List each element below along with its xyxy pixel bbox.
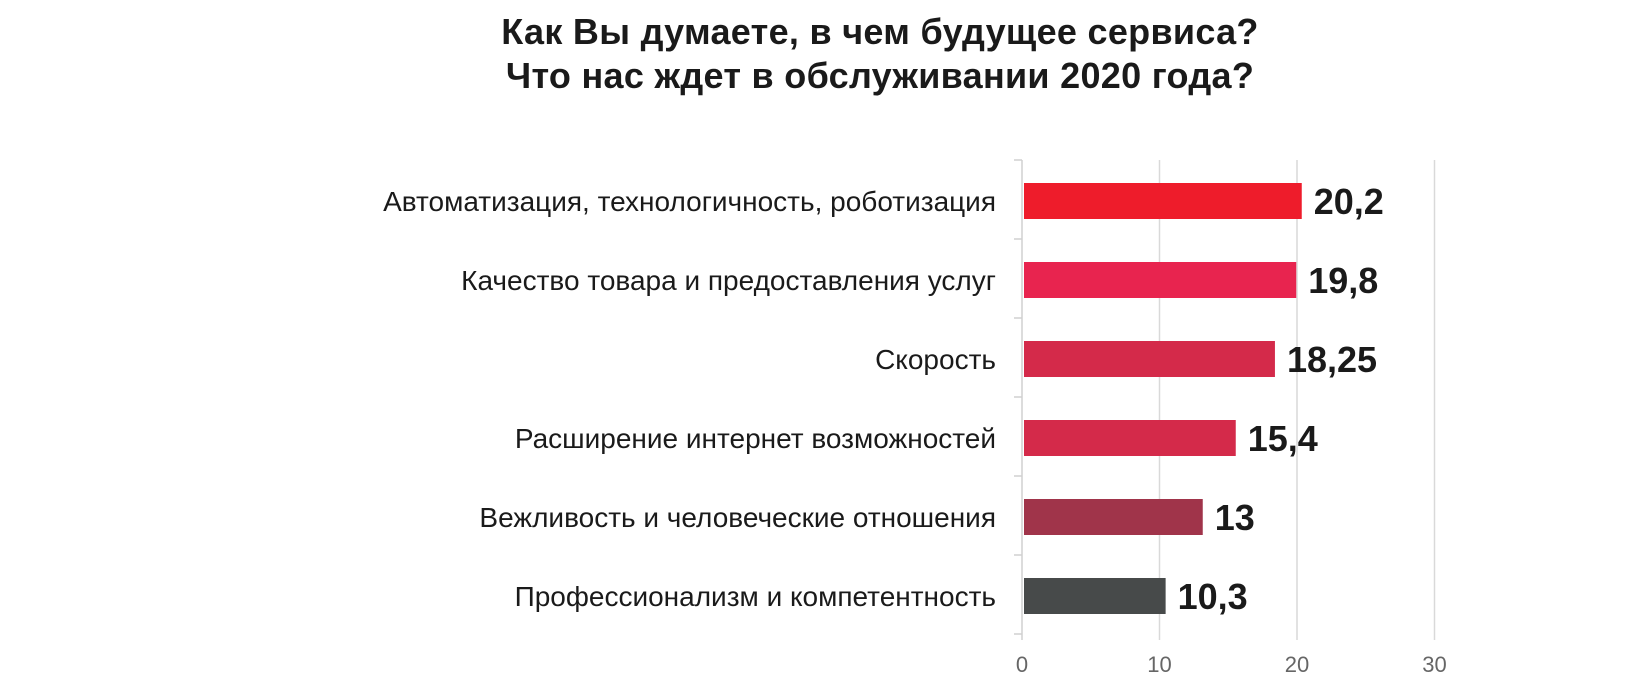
value-label: 18,25 [1287, 339, 1377, 380]
category-label: Профессионализм и компетентность [515, 581, 996, 612]
chart-title: Как Вы думаете, в чем будущее сервиса? Ч… [420, 10, 1340, 98]
value-label: 19,8 [1308, 260, 1378, 301]
bar [1024, 262, 1297, 298]
category-label: Автоматизация, технологичность, роботиза… [383, 186, 996, 217]
bar [1024, 420, 1236, 456]
value-label: 10,3 [1178, 576, 1248, 617]
category-label: Вежливость и человеческие отношения [479, 502, 996, 533]
x-tick-label: 10 [1147, 652, 1171, 677]
value-label: 13 [1215, 497, 1255, 538]
category-label: Расширение интернет возможностей [515, 423, 996, 454]
value-label: 15,4 [1248, 418, 1318, 459]
x-tick-label: 0 [1016, 652, 1028, 677]
category-label: Качество товара и предоставления услуг [461, 265, 996, 296]
x-tick-label: 30 [1422, 652, 1446, 677]
bar [1024, 578, 1166, 614]
x-tick-label: 20 [1285, 652, 1309, 677]
bar [1024, 341, 1275, 377]
chart-title-line-2: Что нас ждет в обслуживании 2020 года? [505, 55, 1255, 96]
bar [1024, 183, 1302, 219]
value-label: 20,2 [1314, 181, 1384, 222]
bar [1024, 499, 1203, 535]
chart-title-line-1: Как Вы думаете, в чем будущее сервиса? [501, 11, 1259, 52]
category-label: Скорость [875, 344, 996, 375]
